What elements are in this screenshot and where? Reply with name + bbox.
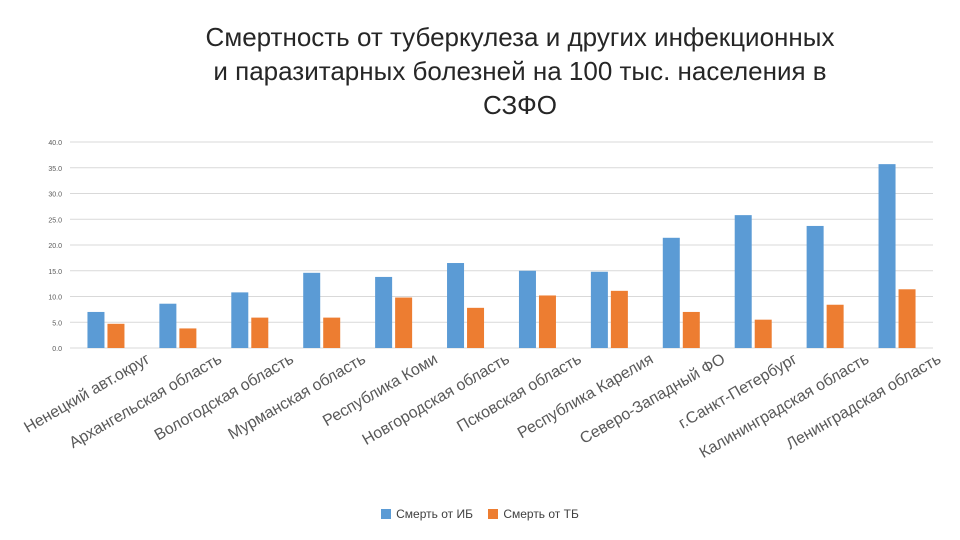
y-tick-label: 40.0 bbox=[48, 140, 62, 147]
bar-tb-4[interactable] bbox=[395, 297, 413, 348]
y-tick-label: 15.0 bbox=[48, 269, 62, 276]
bar-ib-5[interactable] bbox=[447, 263, 465, 348]
bar-ib-8[interactable] bbox=[662, 237, 680, 348]
bar-ib-3[interactable] bbox=[303, 272, 321, 348]
x-category-label: Мурманская область bbox=[225, 351, 368, 444]
y-axis-ticks: 0.0 5.0 10.0 15.0 20.0 25.0 30.0 35.0 40.0 bbox=[48, 140, 62, 353]
x-category-label: Псковская область bbox=[454, 351, 584, 436]
bar-tb-8[interactable] bbox=[682, 311, 700, 348]
bar-tb-1[interactable] bbox=[179, 328, 197, 348]
bar-tb-6[interactable] bbox=[538, 295, 556, 348]
legend-swatch-ib bbox=[381, 509, 392, 519]
y-tick-label: 35.0 bbox=[48, 166, 62, 173]
bar-ib-11[interactable] bbox=[878, 164, 896, 348]
bar-tb-11[interactable] bbox=[898, 289, 916, 348]
bar-ib-0[interactable] bbox=[87, 311, 105, 348]
bar-tb-0[interactable] bbox=[107, 323, 125, 348]
legend-item-ib[interactable]: Смерть от ИБ bbox=[381, 507, 473, 521]
bar-ib-10[interactable] bbox=[806, 225, 824, 348]
bar-ib-7[interactable] bbox=[590, 271, 608, 348]
bar-ib-9[interactable] bbox=[734, 215, 752, 348]
x-category-label: Ненецкий авт.округ bbox=[21, 351, 153, 437]
y-tick-label: 25.0 bbox=[48, 217, 62, 224]
bar-ib-1[interactable] bbox=[159, 303, 177, 348]
legend-item-tb[interactable]: Смерть от ТБ bbox=[488, 507, 579, 521]
y-tick-label: 30.0 bbox=[48, 192, 62, 199]
chart-title: Смертность от туберкулеза и других инфек… bbox=[205, 22, 835, 120]
x-category-label: г.Санкт-Петербург bbox=[676, 351, 801, 433]
bar-ib-6[interactable] bbox=[518, 270, 536, 348]
bars bbox=[87, 164, 916, 348]
bar-tb-3[interactable] bbox=[323, 317, 341, 348]
bar-tb-2[interactable] bbox=[251, 317, 269, 348]
legend-swatch-tb bbox=[488, 509, 499, 519]
legend-label-ib: Смерть от ИБ bbox=[396, 507, 473, 521]
y-tick-label: 5.0 bbox=[52, 320, 62, 327]
y-tick-label: 20.0 bbox=[48, 243, 62, 250]
bar-ib-4[interactable] bbox=[375, 276, 393, 348]
bar-ib-2[interactable] bbox=[231, 292, 249, 348]
y-tick-label: 10.0 bbox=[48, 295, 62, 302]
legend-label-tb: Смерть от ТБ bbox=[503, 507, 579, 521]
legend: Смерть от ИБ Смерть от ТБ bbox=[0, 507, 960, 522]
y-tick-label: 0.0 bbox=[52, 346, 62, 353]
bar-tb-7[interactable] bbox=[610, 290, 628, 348]
bar-tb-5[interactable] bbox=[467, 307, 485, 348]
bar-tb-9[interactable] bbox=[754, 319, 772, 348]
gridlines bbox=[70, 141, 933, 349]
bar-tb-10[interactable] bbox=[826, 304, 844, 348]
